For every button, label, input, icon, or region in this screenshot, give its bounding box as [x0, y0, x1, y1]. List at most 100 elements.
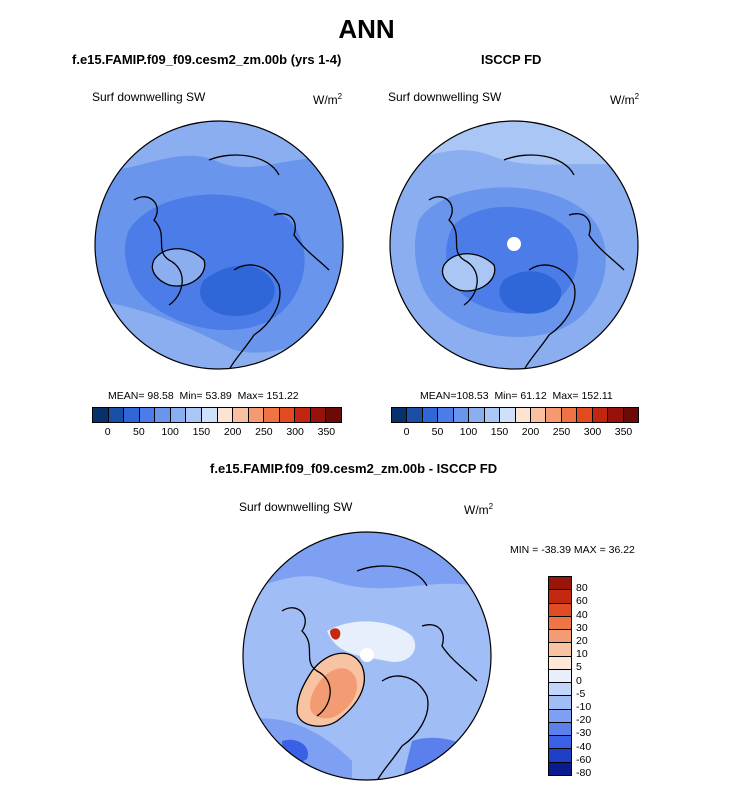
- model-colorbar-swatch: [139, 408, 156, 422]
- diff-coastline: [376, 675, 429, 780]
- model-map-boundary: [94, 120, 344, 370]
- diff-field-pos-peak: [330, 628, 341, 640]
- obs-colorbar-swatch: [469, 408, 485, 422]
- obs-colorbar-swatch: [453, 408, 470, 422]
- diff-colorbar-tick: -20: [576, 714, 592, 727]
- diff-colorbar-swatch: [549, 736, 571, 750]
- obs-polar-map: [389, 120, 639, 370]
- model-coastline: [208, 154, 280, 176]
- obs-colorbar-tick: 300: [583, 426, 602, 438]
- obs-colorbar-swatch: [484, 408, 501, 422]
- diff-colorbar-tick: -60: [576, 753, 592, 766]
- model-colorbar-tick: 200: [223, 426, 242, 438]
- obs-colorbar-ticks: 0 50 100 150 200 250 300 350: [391, 426, 639, 440]
- diff-field-near-zero: [327, 621, 416, 662]
- obs-colorbar-swatch: [561, 408, 578, 422]
- model-colorbar-swatch: [310, 408, 327, 422]
- model-coastline: [151, 248, 206, 287]
- obs-colorbar-tick: 200: [521, 426, 540, 438]
- obs-variable-label: Surf downwelling SW: [388, 90, 502, 104]
- diff-colorbar-swatch: [549, 669, 571, 684]
- diff-colorbar-swatch: [549, 603, 571, 617]
- diff-polar-map: [242, 531, 492, 781]
- model-colorbar-swatch: [248, 408, 265, 422]
- obs-colorbar-swatch: [577, 408, 593, 422]
- obs-colorbar-tick: 0: [403, 426, 410, 438]
- model-colorbar-swatch: [155, 408, 171, 422]
- model-colorbar-swatch: [326, 408, 341, 422]
- obs-colorbar-swatch: [392, 408, 408, 422]
- diff-colorbar-tick: 30: [576, 621, 588, 634]
- obs-stats: MEAN=108.53 Min= 61.12 Max= 152.11: [420, 390, 613, 402]
- diff-colorbar-tick: 40: [576, 608, 588, 621]
- diff-colorbar-tick: 10: [576, 648, 588, 661]
- model-colorbar-swatch: [170, 408, 187, 422]
- model-colorbar-ticks: 0 50 100 150 200 250 300 350: [92, 426, 342, 440]
- obs-colorbar-swatch: [546, 408, 562, 422]
- diff-colorbar-swatch: [549, 696, 571, 710]
- diff-colorbar-swatch: [549, 722, 571, 737]
- diff-colorbar-tick: 5: [576, 661, 582, 674]
- diff-colorbar-tick: -80: [576, 767, 592, 779]
- model-polar-map: [94, 120, 344, 370]
- obs-colorbar-swatch: [608, 408, 624, 422]
- obs-map-boundary: [389, 120, 639, 370]
- model-units: W/m2: [313, 92, 343, 107]
- diff-colorbar-tick: 60: [576, 595, 588, 608]
- model-colorbar-tick: 50: [133, 426, 145, 438]
- obs-field-greenland: [442, 253, 495, 291]
- diff-colorbar-tick: 80: [576, 582, 588, 595]
- diff-colorbar-swatch: [549, 616, 571, 631]
- model-colorbar-tick: 250: [255, 426, 273, 438]
- diff-variable-label: Surf downwelling SW: [239, 500, 353, 514]
- diff-colorbar-tick: -10: [576, 701, 592, 713]
- obs-coastline: [568, 213, 625, 271]
- model-panel-title: f.e15.FAMIP.f09_f09.cesm2_zm.00b (yrs 1-…: [72, 52, 342, 67]
- diff-map-boundary: [242, 531, 492, 781]
- obs-pole-missing: [507, 237, 521, 251]
- obs-colorbar-tick: 250: [552, 426, 571, 438]
- diff-colorbar-tick: -30: [576, 727, 592, 740]
- diff-colorbar-swatch: [549, 709, 571, 723]
- model-variable-label: Surf downwelling SW: [92, 90, 206, 104]
- model-colorbar-swatch: [124, 408, 140, 422]
- obs-colorbar-swatch: [623, 408, 638, 422]
- obs-colorbar-tick: 100: [459, 426, 478, 438]
- obs-panel-title: ISCCP FD: [481, 52, 542, 67]
- obs-colorbar-tick: 350: [614, 426, 633, 438]
- main-title: ANN: [338, 14, 395, 44]
- model-coastline: [273, 213, 330, 271]
- model-colorbar-tick: 150: [192, 426, 211, 438]
- diff-colorbar-tick: 20: [576, 635, 588, 647]
- obs-coastline: [428, 196, 478, 306]
- obs-colorbar-swatch: [515, 408, 531, 422]
- diff-colorbar-swatch: [549, 683, 571, 697]
- diff-minmax: MIN = -38.39 MAX = 36.22: [510, 544, 635, 556]
- model-colorbar-swatch: [108, 408, 125, 422]
- obs-colorbar-swatch: [530, 408, 547, 422]
- diff-colorbar-swatch: [549, 590, 571, 604]
- model-coastline: [133, 196, 183, 306]
- obs-colorbar-swatch: [407, 408, 423, 422]
- obs-units: W/m2: [610, 92, 640, 107]
- obs-colorbar-tick: 50: [431, 426, 444, 438]
- model-colorbar: [92, 407, 342, 423]
- obs-coastline: [503, 154, 575, 176]
- obs-colorbar-swatch: [592, 408, 609, 422]
- model-coastline: [228, 264, 281, 369]
- model-colorbar-swatch: [279, 408, 296, 422]
- diff-colorbar-swatch: [549, 630, 571, 644]
- diff-colorbar-tick: -5: [576, 687, 586, 700]
- diff-colorbar-swatch: [549, 577, 571, 591]
- model-colorbar-swatch: [295, 408, 311, 422]
- obs-field-core: [499, 271, 562, 314]
- diff-field-neg: [402, 737, 491, 780]
- model-colorbar-swatch: [93, 408, 109, 422]
- diff-colorbar: [548, 576, 572, 776]
- obs-colorbar: [391, 407, 639, 423]
- diff-coastline: [356, 565, 428, 587]
- diff-coastline: [281, 607, 331, 717]
- model-colorbar-tick: 350: [317, 426, 336, 438]
- diff-colorbar-swatch: [549, 749, 571, 763]
- diff-units: W/m2: [464, 502, 494, 517]
